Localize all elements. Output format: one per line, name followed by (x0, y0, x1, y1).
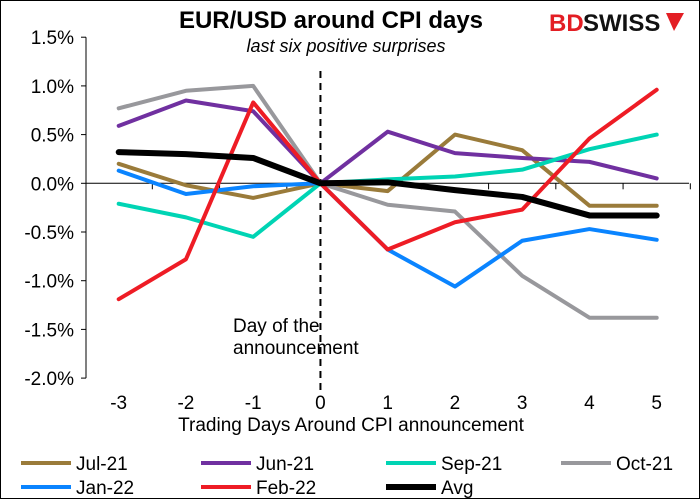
logo-bd: BD (549, 10, 584, 37)
series-line-oct-21 (116, 83, 659, 320)
chart-title: EUR/USD around CPI days (179, 7, 483, 34)
legend-label: Jul-21 (76, 454, 128, 475)
series-line-avg (115, 149, 660, 219)
bdswiss-logo: BD SWISS (549, 10, 684, 37)
legend-label: Sep-21 (441, 454, 502, 475)
legend-item-jan-22: Jan-22 (21, 478, 134, 499)
annotation-line-2: announcement (233, 338, 359, 359)
x-tick-label: -2 (177, 393, 194, 414)
series-line-jun-21 (116, 98, 659, 186)
y-tick-label: -1.5% (24, 320, 74, 341)
y-tick-label: -0.5% (24, 223, 74, 244)
chart-subtitle: last six positive surprises (246, 36, 445, 56)
x-tick-label: 0 (315, 393, 326, 414)
y-tick-label: 1.0% (31, 77, 74, 98)
y-tick-label: 0.0% (31, 174, 74, 195)
legend-item-jul-21: Jul-21 (21, 454, 128, 475)
x-tick-label: -1 (245, 393, 262, 414)
x-tick-label: 2 (450, 393, 461, 414)
x-tick-label: 5 (651, 393, 662, 414)
x-tick-label: 1 (382, 393, 393, 414)
y-tick-label: 1.5% (31, 28, 74, 49)
legend-label: Jan-22 (76, 478, 134, 499)
x-tick-label: 4 (584, 393, 595, 414)
y-tick-label: 0.5% (31, 126, 74, 147)
legend-label: Jun-21 (256, 454, 314, 475)
legend-item-jun-21: Jun-21 (201, 454, 314, 475)
x-axis-title: Trading Days Around CPI announcement (178, 415, 524, 436)
x-tick-label: 3 (517, 393, 528, 414)
y-tick-label: -2.0% (24, 369, 74, 390)
legend-item-sep-21: Sep-21 (386, 454, 502, 475)
legend-item-feb-22: Feb-22 (201, 478, 316, 499)
logo-arrow-icon (666, 13, 684, 31)
legend-item-oct-21: Oct-21 (561, 454, 673, 475)
series-line-feb-22 (116, 87, 659, 302)
legend-item-avg: Avg (386, 478, 473, 499)
series-line-jul-21 (116, 132, 659, 208)
annotation-line-1: Day of the (233, 316, 320, 337)
legend-label: Oct-21 (616, 454, 673, 475)
legend-label: Avg (441, 478, 473, 499)
legend-label: Feb-22 (256, 478, 316, 499)
y-tick-label: -1.0% (24, 272, 74, 293)
x-tick-label: -3 (110, 393, 127, 414)
logo-swiss: SWISS (583, 10, 660, 37)
